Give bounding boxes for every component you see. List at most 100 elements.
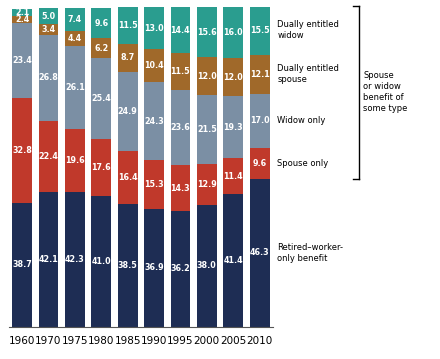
Bar	[223, 96, 243, 158]
Bar	[92, 58, 111, 139]
Bar	[223, 7, 243, 58]
Text: 9.6: 9.6	[253, 159, 267, 168]
Bar	[118, 204, 137, 327]
Bar	[197, 164, 216, 205]
Bar	[170, 90, 190, 165]
Bar	[118, 7, 137, 44]
Text: 38.0: 38.0	[197, 261, 216, 270]
Bar	[250, 6, 269, 55]
Text: 26.8: 26.8	[38, 73, 59, 82]
Text: 36.2: 36.2	[171, 264, 190, 273]
Text: 42.1: 42.1	[39, 255, 58, 264]
Bar	[65, 8, 84, 32]
Text: 16.0: 16.0	[224, 28, 243, 37]
Bar	[12, 16, 32, 23]
Bar	[197, 57, 216, 95]
Text: 11.5: 11.5	[118, 21, 137, 30]
Bar	[197, 205, 216, 327]
Bar	[223, 158, 243, 195]
Bar	[197, 7, 216, 57]
Bar	[65, 46, 84, 129]
Bar	[92, 38, 111, 58]
Text: 24.3: 24.3	[144, 117, 164, 126]
Text: 12.9: 12.9	[197, 180, 216, 189]
Bar	[250, 94, 269, 148]
Text: 12.0: 12.0	[224, 73, 243, 81]
Text: Spouse only: Spouse only	[277, 159, 328, 168]
Bar	[170, 211, 190, 327]
Text: 14.3: 14.3	[171, 184, 190, 193]
Bar	[65, 129, 84, 192]
Text: Dually entitled
widow: Dually entitled widow	[277, 20, 339, 41]
Text: 17.6: 17.6	[92, 163, 111, 172]
Text: 14.4: 14.4	[171, 26, 190, 35]
Text: 41.0: 41.0	[92, 257, 111, 266]
Bar	[250, 148, 269, 179]
Text: 25.4: 25.4	[92, 94, 111, 103]
Text: 3.4: 3.4	[41, 25, 55, 34]
Bar	[39, 192, 58, 327]
Text: Retired–worker-
only benefit: Retired–worker- only benefit	[277, 243, 343, 263]
Bar	[65, 32, 84, 46]
Bar	[12, 203, 32, 327]
Bar	[39, 35, 58, 121]
Bar	[118, 72, 137, 151]
Text: 15.5: 15.5	[250, 26, 269, 35]
Text: 19.6: 19.6	[65, 156, 84, 165]
Text: 24.9: 24.9	[118, 107, 137, 116]
Text: 11.5: 11.5	[171, 67, 190, 76]
Text: 7.4: 7.4	[68, 15, 82, 24]
Text: 12.0: 12.0	[197, 72, 216, 81]
Text: 8.7: 8.7	[121, 53, 135, 62]
Bar	[39, 8, 58, 24]
Bar	[12, 9, 32, 16]
Bar	[118, 44, 137, 72]
Text: 15.6: 15.6	[197, 28, 216, 37]
Text: 21.5: 21.5	[197, 125, 216, 134]
Text: 19.3: 19.3	[224, 123, 243, 132]
Text: 22.4: 22.4	[38, 152, 59, 161]
Text: 9.6: 9.6	[94, 19, 108, 28]
Bar	[223, 58, 243, 96]
Bar	[197, 95, 216, 164]
Text: 4.4: 4.4	[68, 34, 82, 43]
Text: 11.4: 11.4	[224, 172, 243, 181]
Text: 38.5: 38.5	[118, 261, 137, 270]
Text: 5.0: 5.0	[41, 11, 55, 20]
Bar	[144, 209, 164, 327]
Text: 26.1: 26.1	[65, 83, 84, 92]
Bar	[144, 8, 164, 49]
Text: 38.7: 38.7	[12, 260, 32, 269]
Text: 42.3: 42.3	[65, 255, 84, 264]
Text: 13.0: 13.0	[144, 24, 164, 33]
Text: 10.4: 10.4	[144, 61, 164, 70]
Text: 12.1: 12.1	[250, 70, 269, 79]
Bar	[170, 165, 190, 211]
Bar	[92, 139, 111, 196]
Text: 16.4: 16.4	[118, 173, 137, 182]
Text: 17.0: 17.0	[250, 116, 269, 125]
Bar	[12, 23, 32, 98]
Bar	[170, 53, 190, 90]
Bar	[39, 24, 58, 35]
Bar	[144, 82, 164, 160]
Text: 46.3: 46.3	[250, 248, 269, 257]
Bar	[92, 196, 111, 327]
Text: 32.8: 32.8	[12, 146, 32, 155]
Bar	[144, 49, 164, 82]
Text: 2.1: 2.1	[15, 8, 29, 17]
Text: 15.3: 15.3	[144, 180, 164, 189]
Bar	[170, 7, 190, 53]
Bar	[144, 160, 164, 209]
Bar	[39, 121, 58, 192]
Text: 23.6: 23.6	[171, 123, 190, 132]
Text: 23.4: 23.4	[12, 56, 32, 65]
Bar	[223, 195, 243, 327]
Bar	[92, 8, 111, 38]
Text: 36.9: 36.9	[144, 263, 164, 272]
Text: Spouse
or widow
benefit of
some type: Spouse or widow benefit of some type	[363, 71, 407, 113]
Bar	[12, 98, 32, 203]
Bar	[65, 192, 84, 327]
Text: 41.4: 41.4	[224, 256, 243, 265]
Bar	[250, 179, 269, 327]
